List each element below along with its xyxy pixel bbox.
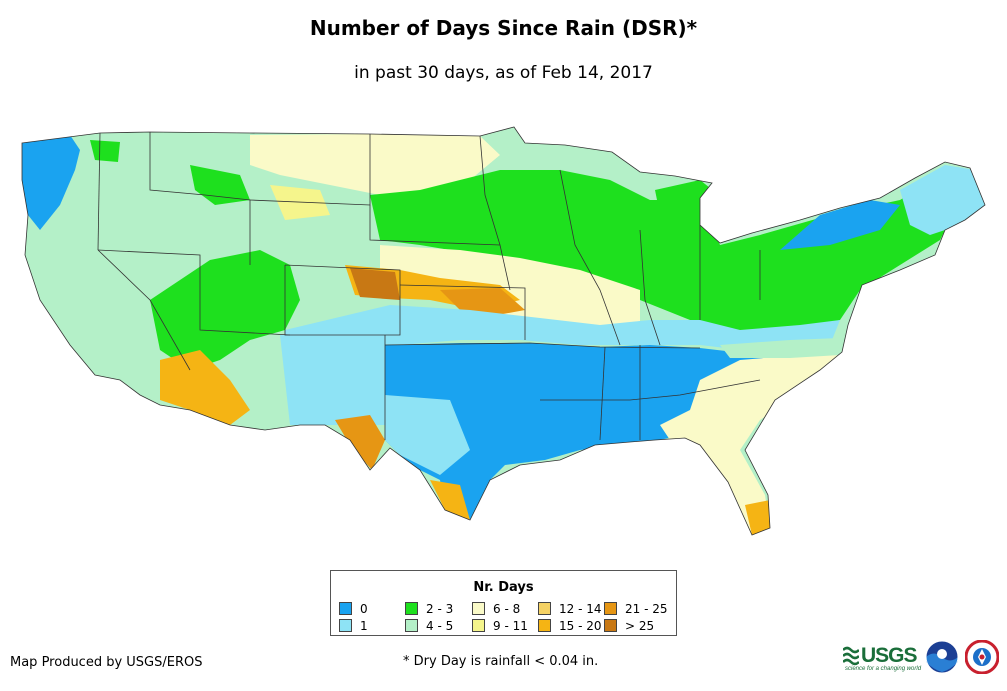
legend-item: 21 - 25 (604, 602, 668, 616)
legend-title: Nr. Days (473, 580, 534, 595)
legend-swatch (538, 619, 551, 632)
legend-swatch (405, 602, 418, 615)
map-subtitle: in past 30 days, as of Feb 14, 2017 (354, 63, 653, 83)
legend-item: 9 - 11 (472, 619, 528, 633)
legend-swatch (405, 619, 418, 632)
us-dsr-map (21, 126, 986, 536)
usgs-wave-icon (843, 646, 859, 666)
legend-item: 1 (339, 619, 368, 633)
legend-item: 15 - 20 (538, 619, 602, 633)
legend-item: 0 (339, 602, 368, 616)
legend-swatch (604, 602, 617, 615)
legend-swatch (604, 619, 617, 632)
legend-swatch (538, 602, 551, 615)
agency-logos: USGS science for a changing world (843, 640, 1003, 676)
map-title: Number of Days Since Rain (DSR)* (309, 16, 698, 40)
nws-logo-icon (965, 640, 999, 674)
credit-text: Map Produced by USGS/EROS (10, 655, 203, 670)
usgs-tagline: science for a changing world (845, 666, 922, 672)
legend-item: > 25 (604, 619, 654, 633)
legend-swatch (339, 619, 352, 632)
legend-swatch (472, 619, 485, 632)
usgs-logo-text: USGS (861, 644, 918, 667)
footnote: * Dry Day is rainfall < 0.04 in. (403, 654, 599, 669)
legend: Nr. Days 0 1 2 - 3 4 - 5 6 - 8 9 - 11 12… (330, 570, 677, 636)
legend-item: 4 - 5 (405, 619, 453, 633)
noaa-logo-icon (925, 640, 959, 674)
legend-item: 2 - 3 (405, 602, 453, 616)
legend-item: 12 - 14 (538, 602, 602, 616)
legend-swatch (339, 602, 352, 615)
legend-swatch (472, 602, 485, 615)
legend-item: 6 - 8 (472, 602, 520, 616)
